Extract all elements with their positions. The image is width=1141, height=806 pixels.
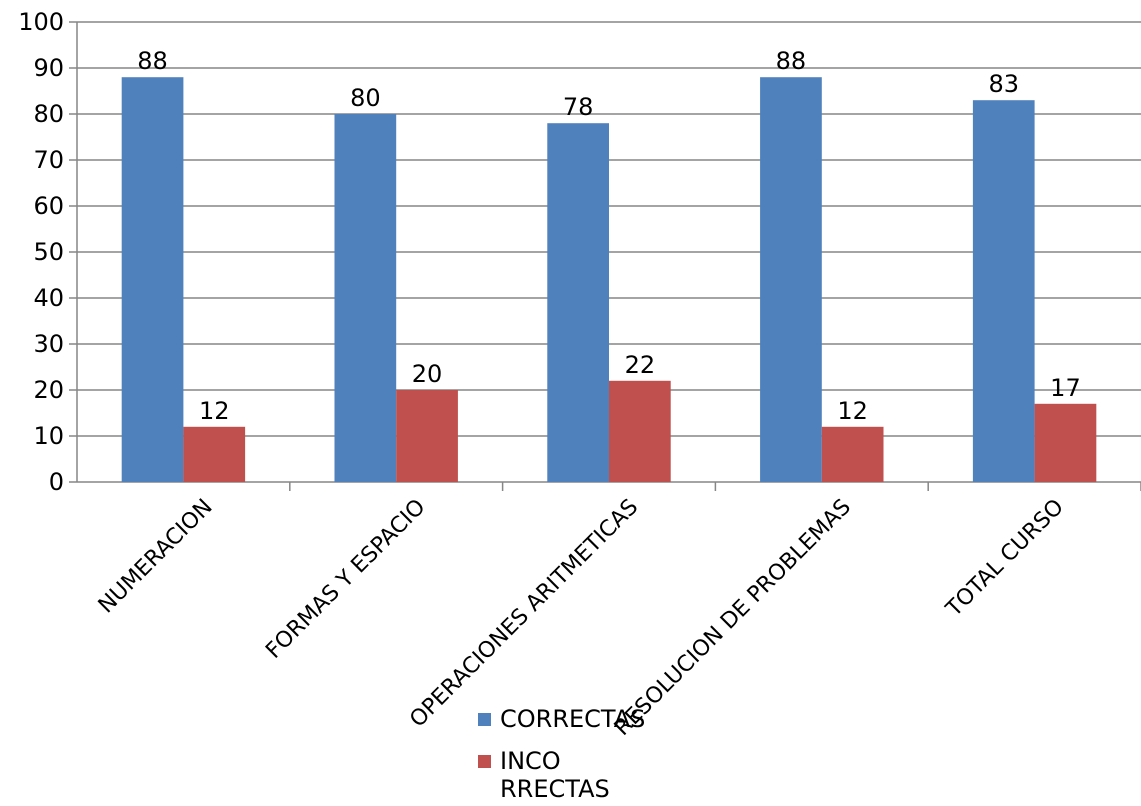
y-tick-label: 30 [33, 330, 64, 358]
bar-incorrectas [183, 426, 246, 482]
y-tick-label: 80 [33, 100, 64, 128]
legend-label-line: INCO [500, 747, 561, 775]
y-tick-label: 90 [33, 54, 64, 82]
x-category-label: FORMAS Y ESPACIO [261, 495, 430, 664]
data-label: 80 [350, 84, 381, 112]
legend-swatch-incorrectas [478, 755, 491, 768]
y-tick-label: 0 [49, 468, 64, 496]
bar-incorrectas [1034, 403, 1097, 482]
y-tick-label: 70 [33, 146, 64, 174]
x-category-label: RESOLUCION DE PROBLEMAS [610, 495, 856, 741]
y-tick-label: 40 [33, 284, 64, 312]
y-tick-label: 50 [33, 238, 64, 266]
data-label: 12 [837, 397, 868, 425]
data-label: 20 [412, 360, 443, 388]
bars [121, 77, 1097, 482]
data-label: 88 [137, 47, 168, 75]
x-category-label: TOTAL CURSO [941, 495, 1069, 623]
y-axis-tick-labels: 0 10 20 30 40 50 60 70 80 90 100 [18, 8, 64, 496]
legend: CORRECTAS INCO RRECTAS [478, 705, 645, 803]
x-category-label: NUMERACION [94, 495, 218, 619]
bar-incorrectas [396, 390, 458, 482]
data-label: 83 [988, 70, 1019, 98]
legend-label-correctas: CORRECTAS [500, 705, 645, 733]
bar-incorrectas [609, 380, 671, 482]
bar-correctas [972, 100, 1035, 482]
bar-correctas [334, 114, 397, 482]
legend-swatch-correctas [478, 713, 491, 726]
bar-correctas [760, 77, 822, 482]
data-label: 22 [625, 351, 656, 379]
legend-label-incorrectas: INCO RRECTAS [500, 747, 610, 803]
bar-correctas [121, 77, 184, 482]
bar-correctas [547, 123, 609, 482]
y-tick-label: 10 [33, 422, 64, 450]
y-tick-label: 100 [18, 8, 64, 36]
data-label: 78 [563, 93, 594, 121]
y-tick-label: 60 [33, 192, 64, 220]
legend-label-line: CORRECTAS [500, 705, 645, 733]
legend-label-line: RRECTAS [500, 775, 610, 803]
data-labels: 88 12 80 20 78 22 88 12 83 17 [137, 47, 1080, 425]
bar-incorrectas [821, 426, 884, 482]
data-label: 12 [199, 397, 230, 425]
y-tick-label: 20 [33, 376, 64, 404]
x-category-label: OPERACIONES ARITMETICAS [405, 495, 643, 733]
data-label: 17 [1050, 374, 1081, 402]
data-label: 88 [776, 47, 807, 75]
